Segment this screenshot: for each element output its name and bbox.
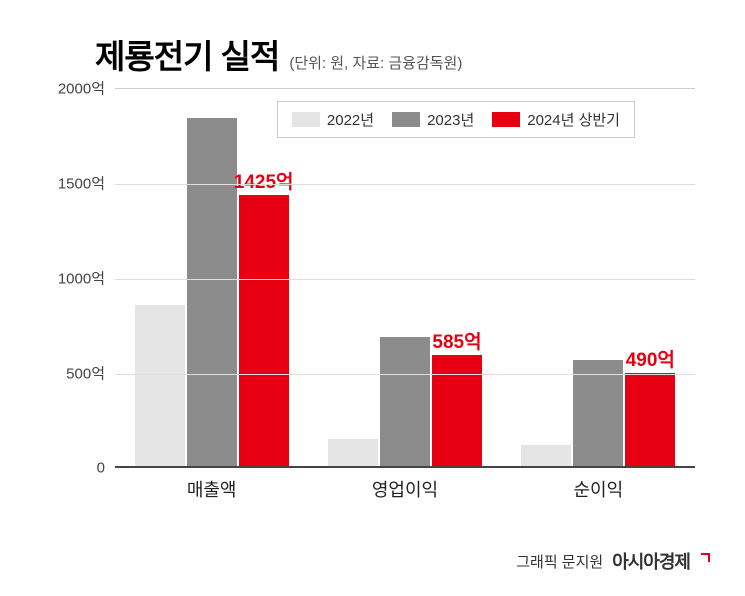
legend-label: 2023년: [427, 109, 474, 130]
bar: [380, 337, 430, 466]
bar-value-label: 490억: [626, 345, 675, 372]
chart-area: 0500억1000억1500억2000억 2022년2023년2024년 상반기…: [40, 88, 715, 518]
x-axis-label: 매출액: [134, 476, 290, 502]
bar: [573, 360, 623, 466]
x-axis-label: 영업이익: [327, 476, 483, 502]
bar: [521, 445, 571, 466]
bar-group: 585억: [328, 89, 482, 466]
legend: 2022년 2023년 2024년 상반기: [277, 101, 635, 138]
legend-item: 2022년: [292, 109, 374, 130]
chart-subtitle: (단위: 원, 자료: 금융감독원): [289, 52, 462, 73]
y-tick-label: 1000억: [58, 268, 105, 289]
legend-label: 2022년: [327, 109, 374, 130]
bar: [328, 439, 378, 466]
credit-text: 그래픽 문지원: [516, 551, 603, 572]
bar: 1425억: [239, 195, 289, 466]
legend-item: 2024년 상반기: [492, 109, 620, 130]
y-tick-label: 500억: [66, 363, 105, 384]
brand-mark-icon: [701, 553, 710, 562]
legend-swatch: [292, 112, 320, 127]
gridline: [115, 184, 695, 185]
x-axis-label: 순이익: [520, 476, 676, 502]
bar: [187, 118, 237, 466]
legend-swatch: [492, 112, 520, 127]
header: 제룡전기 실적 (단위: 원, 자료: 금융감독원): [95, 30, 715, 78]
legend-swatch: [392, 112, 420, 127]
x-axis-labels: 매출액 영업이익 순이익: [115, 476, 695, 502]
gridline: [115, 279, 695, 280]
bar: 585억: [432, 355, 482, 466]
plot-area: 2022년 2023년 2024년 상반기 1425억 585억 490억: [115, 88, 695, 468]
y-tick-label: 2000억: [58, 78, 105, 99]
bar-group: 1425억: [135, 89, 289, 466]
bar-group: 490억: [521, 89, 675, 466]
chart-container: 제룡전기 실적 (단위: 원, 자료: 금융감독원) 0 500억 1000억 150…: [0, 0, 745, 596]
bar: 490억: [625, 373, 675, 466]
legend-item: 2023년: [392, 109, 474, 130]
bar-value-label: 585억: [432, 327, 481, 354]
y-axis: 0500억1000억1500억2000억: [40, 88, 115, 468]
chart-title: 제룡전기 실적: [95, 30, 279, 78]
bar: [135, 305, 185, 467]
bar-value-label: 1425억: [234, 167, 294, 194]
y-tick-label: 1500억: [58, 173, 105, 194]
footer: 그래픽 문지원 아시아경제: [516, 548, 710, 574]
brand-name: 아시아경제: [612, 548, 690, 574]
y-tick-label: 0: [97, 460, 105, 477]
legend-label: 2024년 상반기: [527, 109, 620, 130]
gridline: [115, 374, 695, 375]
bar-groups: 1425억 585억 490억: [115, 89, 695, 466]
